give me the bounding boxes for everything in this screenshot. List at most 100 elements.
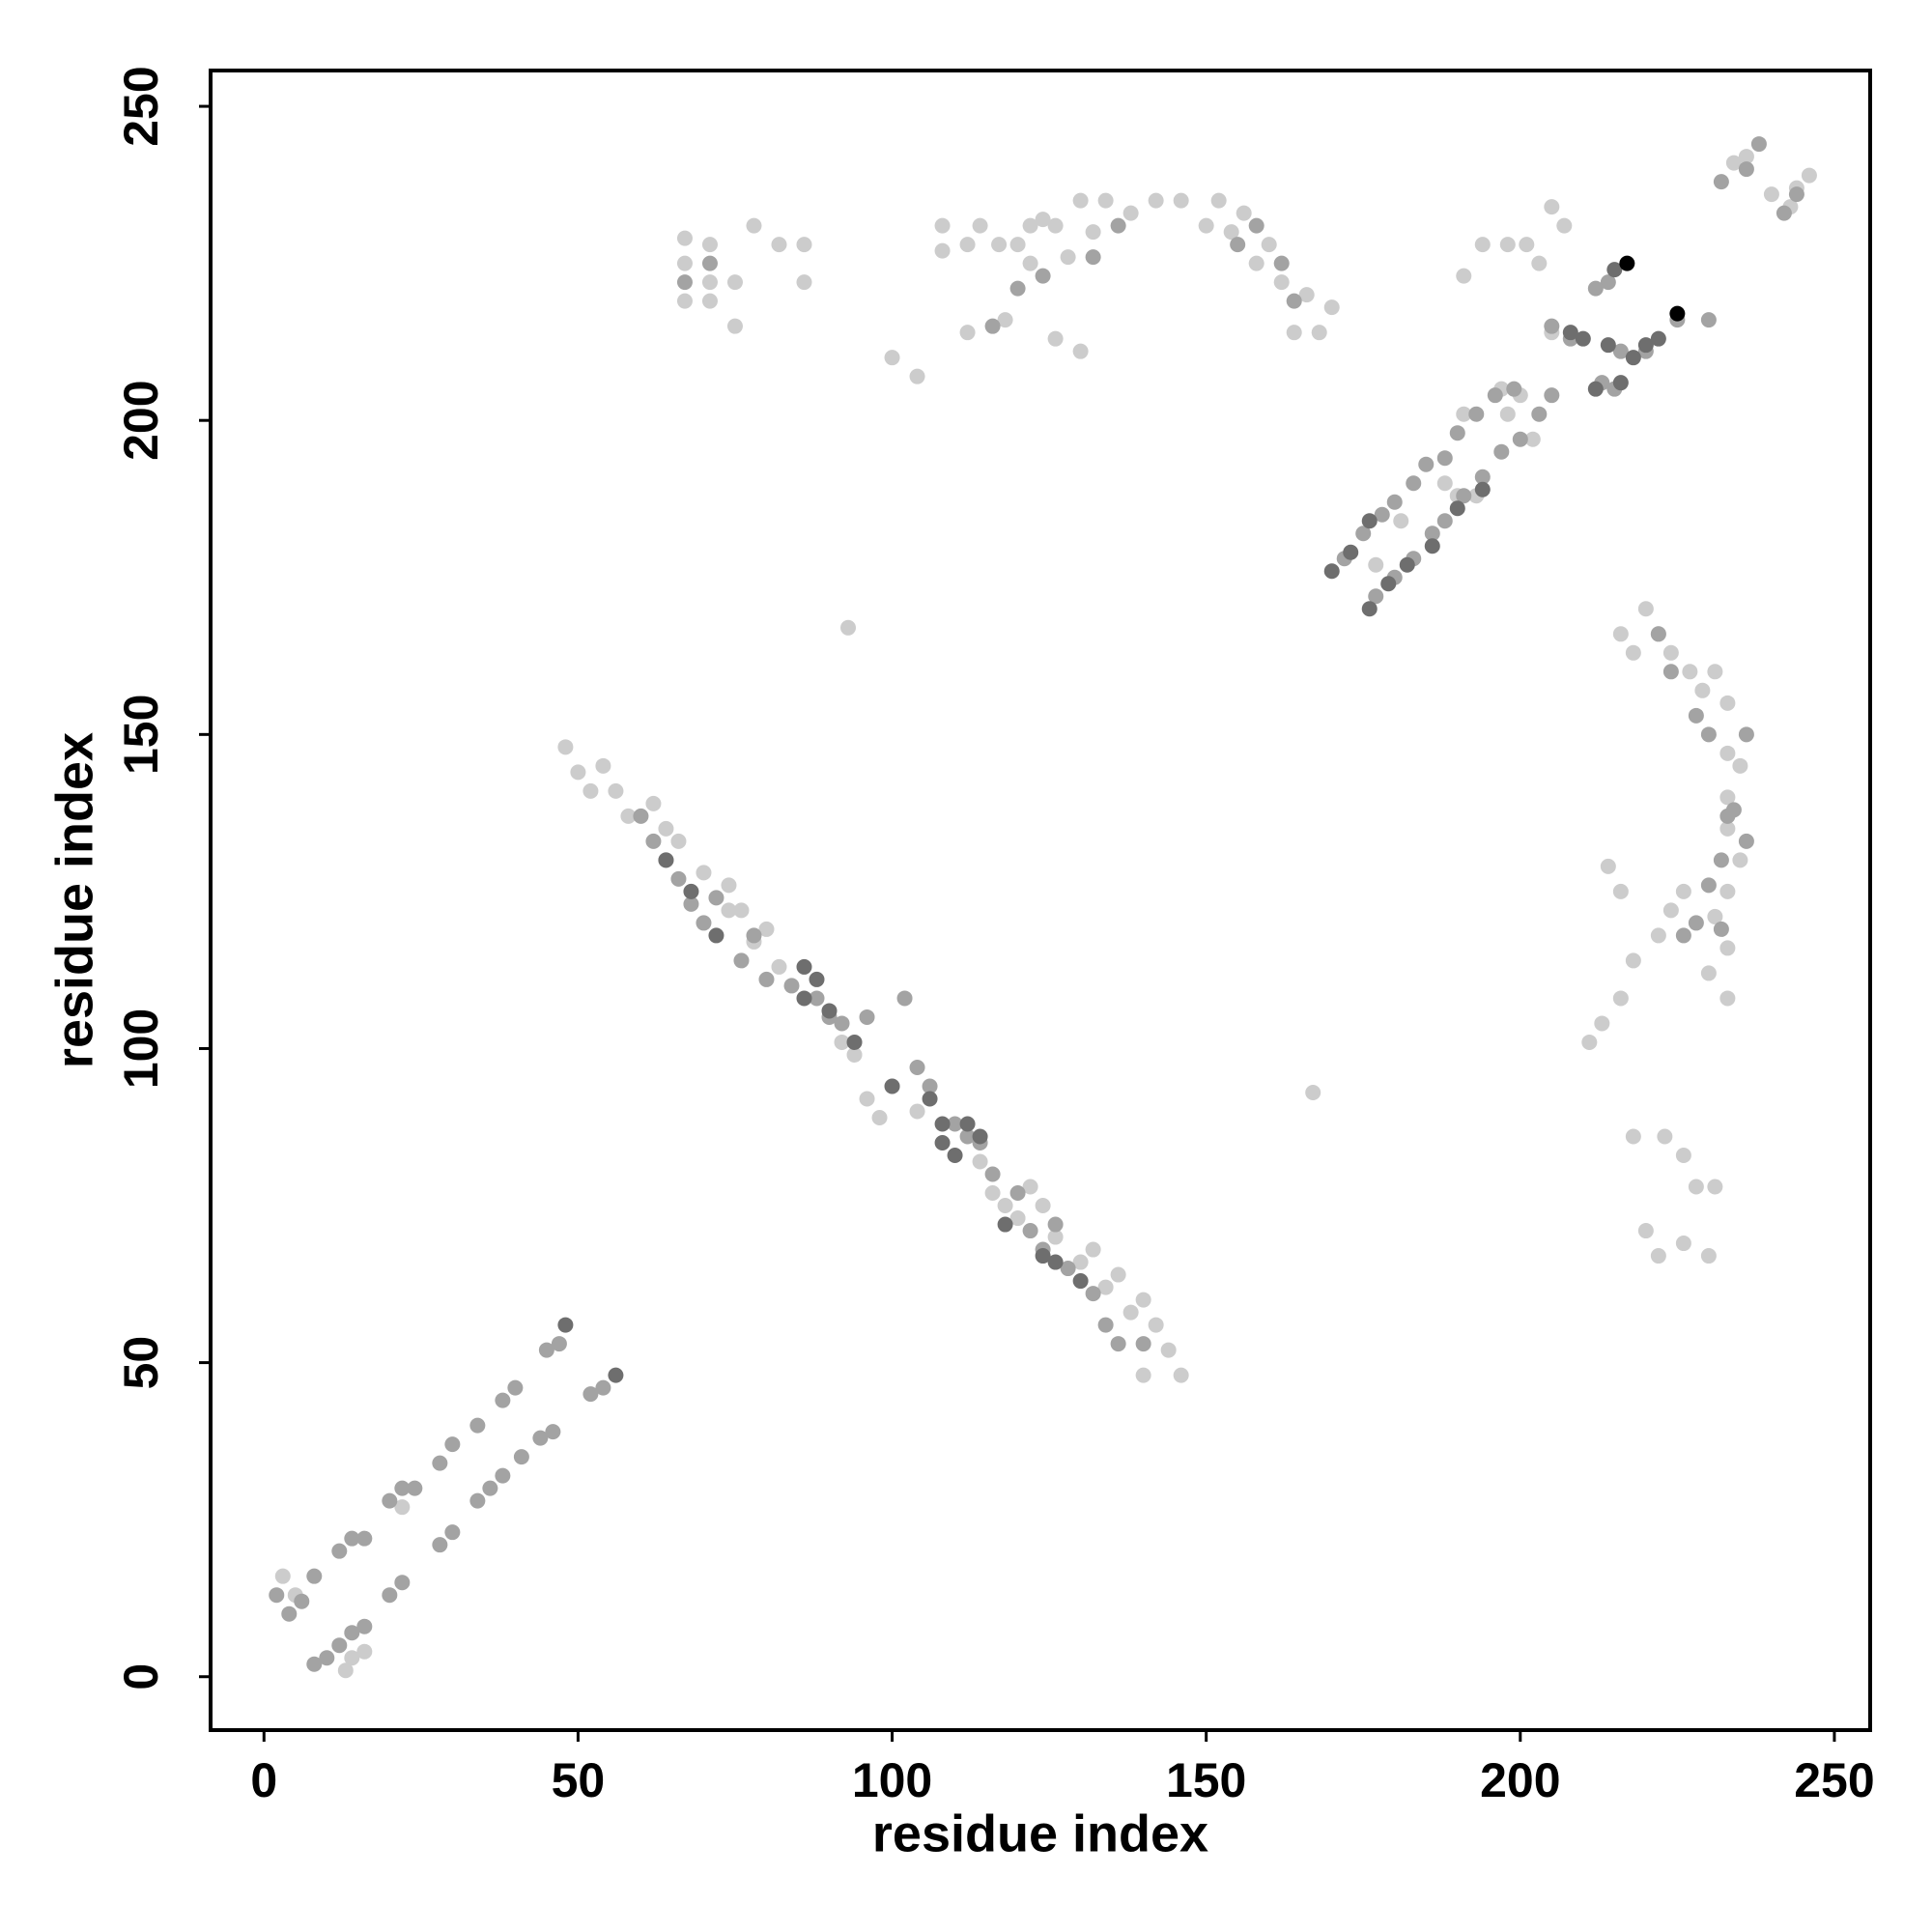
- point: [1600, 274, 1616, 291]
- point: [1198, 217, 1214, 234]
- point: [469, 1417, 486, 1434]
- point: [676, 293, 693, 309]
- x-tick-label: 50: [552, 1753, 606, 1807]
- point: [1436, 475, 1453, 492]
- point: [809, 971, 825, 987]
- point: [758, 921, 775, 937]
- point: [1738, 149, 1754, 165]
- point: [1135, 1292, 1151, 1308]
- point: [922, 1078, 938, 1094]
- point: [1682, 664, 1698, 680]
- point: [1386, 494, 1403, 510]
- y-tick-label: 200: [114, 380, 168, 460]
- point: [1612, 883, 1629, 899]
- point: [1531, 255, 1548, 271]
- point: [1544, 318, 1560, 334]
- point: [726, 274, 743, 291]
- point: [1637, 601, 1654, 617]
- point: [432, 1537, 448, 1553]
- point: [1223, 224, 1239, 241]
- point: [1323, 563, 1340, 580]
- point: [394, 1499, 411, 1516]
- point: [551, 1336, 567, 1352]
- point: [319, 1650, 335, 1666]
- point: [633, 808, 649, 824]
- x-axis-title: residue index: [872, 1804, 1208, 1862]
- point: [696, 865, 712, 881]
- y-tick-label: 150: [114, 695, 168, 775]
- point: [620, 808, 637, 824]
- point: [274, 1568, 291, 1584]
- point: [922, 1091, 938, 1107]
- point: [1662, 664, 1679, 680]
- point: [1273, 255, 1290, 271]
- point: [1625, 952, 1641, 969]
- point: [1600, 337, 1616, 354]
- point: [1637, 337, 1654, 354]
- point: [658, 820, 674, 837]
- point: [1374, 506, 1390, 523]
- point: [909, 368, 925, 384]
- point: [746, 927, 762, 944]
- point: [394, 1575, 411, 1591]
- point: [1110, 1266, 1126, 1283]
- point: [1097, 192, 1114, 209]
- point: [382, 1587, 398, 1604]
- point: [1072, 1273, 1089, 1290]
- point: [337, 1662, 354, 1679]
- point: [1361, 513, 1378, 529]
- point: [1719, 695, 1736, 711]
- point: [281, 1605, 298, 1622]
- point: [1499, 406, 1516, 422]
- point: [1047, 217, 1064, 234]
- point: [733, 902, 750, 919]
- point: [1122, 1304, 1139, 1321]
- point: [959, 325, 976, 341]
- point: [1449, 500, 1465, 517]
- x-tick-label: 100: [852, 1753, 932, 1807]
- point: [721, 877, 737, 894]
- point: [1343, 544, 1359, 560]
- point: [884, 350, 900, 366]
- point: [1368, 588, 1384, 605]
- point: [1612, 990, 1629, 1007]
- point: [356, 1618, 373, 1634]
- point: [495, 1392, 511, 1408]
- point: [545, 1424, 561, 1440]
- point: [1035, 1248, 1051, 1264]
- point: [1160, 1342, 1177, 1358]
- point: [683, 883, 699, 899]
- point: [796, 237, 812, 253]
- point: [645, 833, 662, 849]
- point: [1110, 217, 1126, 234]
- x-tick-label: 0: [250, 1753, 277, 1807]
- point: [834, 1034, 850, 1050]
- y-tick-label: 0: [114, 1663, 168, 1690]
- point: [1456, 268, 1472, 284]
- y-tick-label: 250: [114, 66, 168, 146]
- point: [1009, 1185, 1026, 1202]
- point: [1406, 475, 1422, 492]
- point: [721, 902, 737, 919]
- point: [1719, 808, 1736, 824]
- point: [846, 1046, 863, 1063]
- point: [984, 1166, 1001, 1182]
- point: [1531, 406, 1548, 422]
- point: [1273, 274, 1290, 291]
- y-tick-label: 50: [114, 1336, 168, 1390]
- point: [1236, 205, 1252, 221]
- point: [1286, 325, 1302, 341]
- point: [1298, 287, 1315, 303]
- point: [495, 1467, 511, 1484]
- point: [1662, 902, 1679, 919]
- point: [1286, 293, 1302, 309]
- point: [1060, 249, 1076, 266]
- point: [1587, 280, 1604, 297]
- point: [670, 833, 687, 849]
- point: [1556, 217, 1573, 234]
- point: [1085, 224, 1101, 241]
- point: [1436, 513, 1453, 529]
- point: [1305, 1084, 1321, 1100]
- point: [1562, 325, 1578, 341]
- point: [1085, 1286, 1101, 1302]
